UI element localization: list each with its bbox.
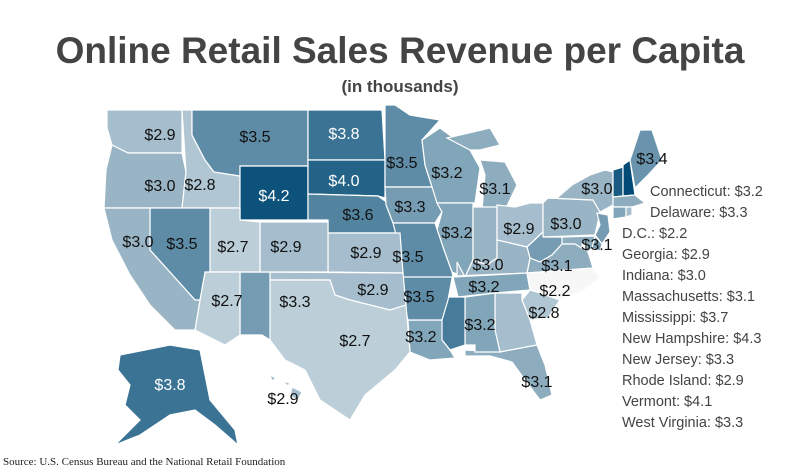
state-mi	[445, 127, 501, 151]
legend-item: New Jersey: $3.3	[622, 352, 735, 368]
state-value-label-ne: $3.6	[342, 207, 373, 224]
state-value-label-ca: $3.0	[122, 234, 153, 251]
state-ma	[612, 194, 647, 208]
state-nm	[239, 271, 271, 342]
state-hi	[281, 380, 291, 387]
state-value-label-sc: $2.8	[528, 305, 559, 322]
state-value-label-md: $3.1	[581, 237, 612, 254]
state-value-label-me: $3.4	[636, 151, 667, 168]
state-value-label-wy: $4.2	[258, 188, 289, 205]
state-value-label-ar: $3.5	[403, 289, 434, 306]
state-value-label-or: $3.0	[144, 178, 175, 195]
state-value-label-mt: $3.5	[239, 129, 270, 146]
legend-item: D.C.: $2.2	[622, 226, 688, 242]
state-value-label-la: $3.2	[405, 329, 436, 346]
state-value-label-tx: $2.7	[339, 333, 370, 350]
state-value-label-tn: $3.2	[468, 279, 499, 296]
state-value-label-nm: $3.3	[279, 294, 310, 311]
state-hi	[289, 386, 303, 401]
state-fl	[464, 344, 553, 401]
state-value-label-co: $2.9	[270, 239, 301, 256]
state-value-label-mi: $3.1	[479, 181, 510, 198]
state-ak	[114, 344, 239, 447]
state-tn	[452, 272, 531, 298]
legend-item: Vermont: $4.1	[622, 394, 713, 410]
state-value-label-hi: $2.9	[267, 391, 298, 408]
state-value-label-sd: $4.0	[328, 173, 359, 190]
legend-item: New Hampshire: $4.3	[622, 331, 762, 347]
state-value-label-ia: $3.3	[394, 199, 425, 216]
state-value-label-nv: $3.5	[166, 236, 197, 253]
state-value-label-pa: $3.0	[550, 216, 581, 233]
state-al	[464, 292, 501, 353]
state-value-label-nd: $3.8	[328, 126, 359, 143]
chart-subtitle: (in thousands)	[341, 77, 459, 96]
state-value-label-az: $2.7	[211, 293, 242, 310]
state-value-label-mo: $3.5	[392, 249, 423, 266]
chart-title: Online Retail Sales Revenue per Capita	[55, 30, 745, 71]
legend-item: Mississippi: $3.7	[622, 310, 729, 326]
state-ca	[103, 207, 201, 331]
state-value-label-oh: $2.9	[503, 221, 534, 238]
legend-item: Rhode Island: $2.9	[622, 373, 744, 389]
state-me	[629, 129, 663, 190]
state-value-label-nc: $2.2	[539, 283, 570, 300]
state-hi	[268, 373, 278, 382]
state-value-label-al: $3.2	[464, 317, 495, 334]
state-value-label-mn: $3.5	[386, 155, 417, 172]
state-value-label-ok: $2.9	[357, 282, 388, 299]
state-value-label-ak: $3.8	[154, 377, 185, 394]
state-value-label-wi: $3.2	[431, 165, 462, 182]
state-value-label-il: $3.2	[441, 225, 472, 242]
state-value-label-ny: $3.0	[581, 181, 612, 198]
state-dc	[581, 243, 587, 249]
state-value-label-ut: $2.7	[217, 239, 248, 256]
state-value-label-wa: $2.9	[144, 127, 175, 144]
legend-item: Connecticut: $3.2	[650, 184, 763, 200]
legend-item: Georgia: $2.9	[622, 247, 710, 263]
state-value-label-ky: $3.0	[472, 257, 503, 274]
state-value-label-id: $2.8	[184, 177, 215, 194]
legend-item: Delaware: $3.3	[650, 205, 748, 221]
legend-item: Indiana: $3.0	[622, 268, 706, 284]
state-value-legend: Connecticut: $3.2 Delaware: $3.3 D.C.: $…	[622, 182, 763, 434]
state-ri	[625, 206, 633, 218]
state-or	[103, 144, 187, 209]
state-la	[407, 319, 457, 361]
state-value-label-fl: $3.1	[521, 374, 552, 391]
source-note: Source: U.S. Census Bureau and the Natio…	[3, 456, 286, 468]
legend-item: Massachusetts: $3.1	[622, 289, 755, 305]
state-ia	[384, 186, 443, 224]
state-value-label-va: $3.1	[541, 258, 572, 275]
state-sd	[307, 159, 386, 199]
legend-item: West Virginia: $3.3	[622, 415, 744, 431]
state-value-label-ks: $2.9	[350, 245, 381, 262]
